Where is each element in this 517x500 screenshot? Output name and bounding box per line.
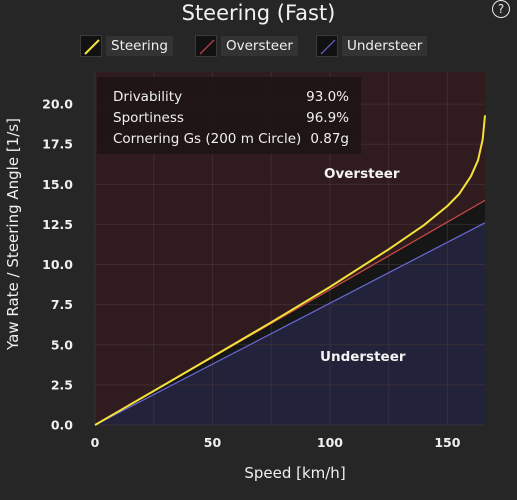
y-tick-label: 0.0 (51, 418, 73, 433)
help-icon[interactable]: ? (492, 0, 510, 18)
x-tick-label: 0 (91, 435, 100, 450)
understeer-region-label: Understeer (320, 349, 406, 365)
legend: Steering Oversteer Understeer (0, 34, 517, 58)
stats-panel: Drivability 93.0% Sportiness 96.9% Corne… (97, 77, 361, 154)
y-axis-title: Yaw Rate / Steering Angle [1/s] (4, 118, 22, 350)
stat-label: Cornering Gs (200 m Circle) (113, 131, 302, 147)
understeer-swatch-icon (316, 35, 338, 57)
y-tick-label: 12.5 (42, 217, 73, 232)
x-axis-title: Speed [km/h] (244, 464, 346, 482)
steering-swatch-icon (80, 35, 102, 57)
y-tick-label: 15.0 (42, 177, 73, 192)
chart-title: Steering (Fast) (181, 1, 336, 25)
x-tick-label: 50 (204, 435, 222, 450)
stat-value: 93.0% (306, 89, 349, 105)
y-tick-label: 17.5 (42, 137, 73, 152)
y-tick-label: 2.5 (51, 377, 73, 392)
legend-label-steering: Steering (106, 36, 173, 56)
y-tick-label: 7.5 (51, 297, 73, 312)
y-tick-label: 10.0 (42, 257, 73, 272)
steering-line (94, 115, 486, 426)
oversteer-swatch-icon (195, 35, 217, 57)
legend-label-oversteer: Oversteer (221, 36, 298, 56)
stat-label: Sportiness (113, 110, 184, 126)
x-tick-label: 100 (317, 435, 343, 450)
legend-item-oversteer[interactable]: Oversteer (195, 34, 298, 58)
x-tick-label: 150 (434, 435, 460, 450)
stat-label: Drivability (113, 89, 183, 105)
legend-item-steering[interactable]: Steering (80, 34, 173, 58)
stat-value: 0.87g (310, 131, 349, 147)
stat-value: 96.9% (306, 110, 349, 126)
legend-item-understeer[interactable]: Understeer (316, 34, 428, 58)
legend-label-understeer: Understeer (342, 36, 428, 56)
y-tick-label: 5.0 (51, 337, 73, 352)
oversteer-region-label: Oversteer (324, 166, 400, 182)
understeer-line (94, 222, 486, 426)
y-tick-label: 20.0 (42, 97, 73, 112)
